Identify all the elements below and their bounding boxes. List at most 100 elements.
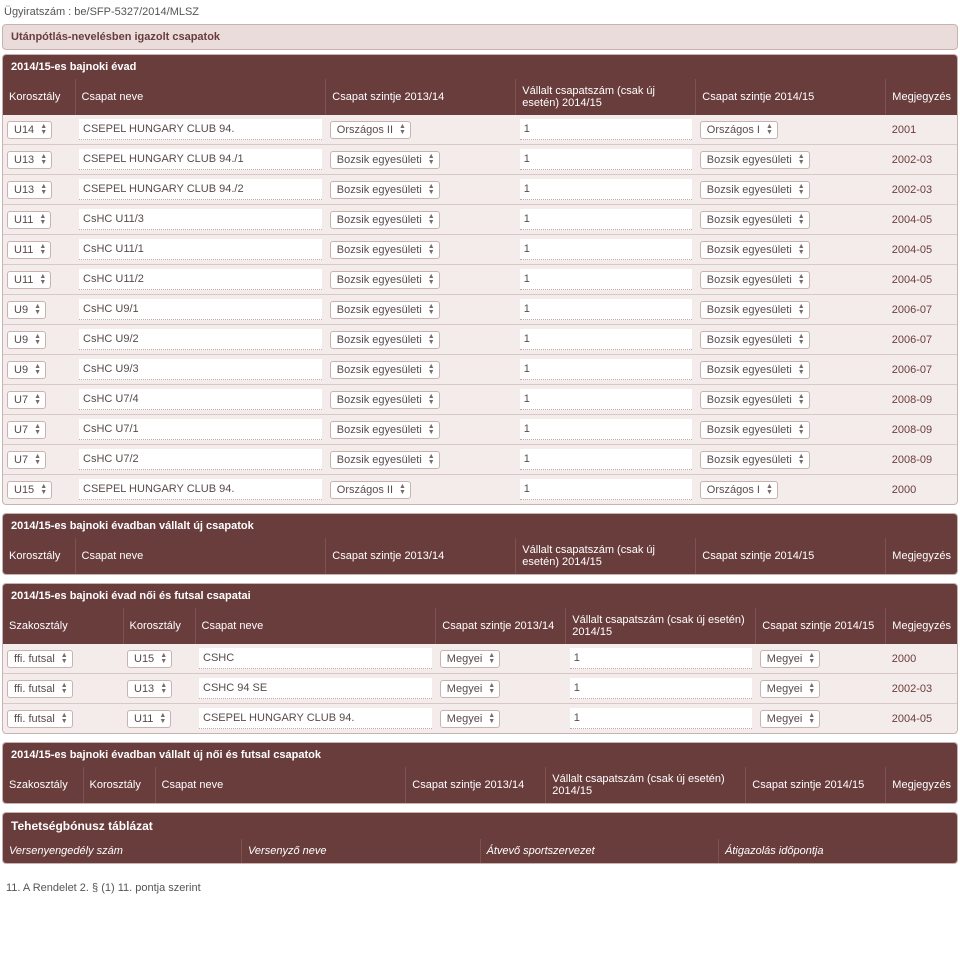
szintje-2014-stepper[interactable]: Országos I▲▼ <box>700 121 778 139</box>
szintje-2013-value: Országos II <box>335 484 397 496</box>
szintje-2013-stepper[interactable]: Bozsik egyesületi▲▼ <box>330 241 440 259</box>
vallalt-input[interactable]: 1 <box>570 648 752 669</box>
szintje-2013-stepper[interactable]: Bozsik egyesületi▲▼ <box>330 391 440 409</box>
csapat-neve-input[interactable]: CSEPEL HUNGARY CLUB 94. <box>79 119 322 140</box>
szintje-2014-stepper[interactable]: Bozsik egyesületi▲▼ <box>700 361 810 379</box>
korosztaly-stepper[interactable]: U13▲▼ <box>7 151 52 169</box>
szintje-2014-stepper[interactable]: Bozsik egyesületi▲▼ <box>700 181 810 199</box>
szintje-2014-stepper[interactable]: Bozsik egyesületi▲▼ <box>700 271 810 289</box>
vallalt-input[interactable]: 1 <box>520 359 692 380</box>
stepper-arrows-icon: ▲▼ <box>798 214 805 226</box>
vallalt-input[interactable]: 1 <box>520 299 692 320</box>
vallalt-input[interactable]: 1 <box>520 389 692 410</box>
csapat-neve-input[interactable]: CSEPEL HUNGARY CLUB 94./2 <box>79 179 322 200</box>
vallalt-input[interactable]: 1 <box>570 678 752 699</box>
csapat-neve-input[interactable]: CsHC U7/2 <box>79 449 322 470</box>
szintje-2013-stepper[interactable]: Megyei▲▼ <box>440 710 500 728</box>
table-row: U7▲▼ CsHC U7/4 Bozsik egyesületi▲▼ 1 Bozsik … <box>3 385 957 415</box>
korosztaly-stepper[interactable]: U11▲▼ <box>7 241 51 259</box>
szintje-2014-stepper[interactable]: Bozsik egyesületi▲▼ <box>700 421 810 439</box>
korosztaly-stepper[interactable]: U11▲▼ <box>7 211 51 229</box>
szintje-2013-stepper[interactable]: Bozsik egyesületi▲▼ <box>330 361 440 379</box>
korosztaly-stepper[interactable]: U13▲▼ <box>7 181 52 199</box>
korosztaly-stepper[interactable]: U7▲▼ <box>7 391 46 409</box>
csapat-neve-input[interactable]: CsHC U9/1 <box>79 299 322 320</box>
csapat-neve-input[interactable]: CSEPEL HUNGARY CLUB 94. <box>79 479 322 500</box>
szintje-2014-stepper[interactable]: Bozsik egyesületi▲▼ <box>700 331 810 349</box>
csapat-neve-input[interactable]: CsHC U11/1 <box>79 239 322 260</box>
vallalt-input[interactable]: 1 <box>520 449 692 470</box>
korosztaly-stepper[interactable]: U11▲▼ <box>7 271 51 289</box>
stepper-arrows-icon: ▲▼ <box>428 424 435 436</box>
vallalt-input[interactable]: 1 <box>520 209 692 230</box>
korosztaly-stepper[interactable]: U11▲▼ <box>127 710 171 728</box>
szintje-2014-stepper[interactable]: Bozsik egyesületi▲▼ <box>700 241 810 259</box>
szintje-2013-stepper[interactable]: Megyei▲▼ <box>440 680 500 698</box>
szintje-2014-stepper[interactable]: Bozsik egyesületi▲▼ <box>700 211 810 229</box>
vallalt-input[interactable]: 1 <box>520 269 692 290</box>
vallalt-input[interactable]: 1 <box>520 119 692 140</box>
szintje-2013-stepper[interactable]: Bozsik egyesületi▲▼ <box>330 151 440 169</box>
stepper-arrows-icon: ▲▼ <box>428 304 435 316</box>
csapat-neve-input[interactable]: CSEPEL HUNGARY CLUB 94./1 <box>79 149 322 170</box>
szakosztaly-stepper[interactable]: ffi. futsal▲▼ <box>7 710 73 728</box>
vallalt-input[interactable]: 1 <box>520 479 692 500</box>
korosztaly-stepper[interactable]: U7▲▼ <box>7 421 46 439</box>
korosztaly-stepper[interactable]: U14▲▼ <box>7 121 52 139</box>
korosztaly-stepper[interactable]: U15▲▼ <box>127 650 172 668</box>
csapat-neve-input[interactable]: CsHC U7/4 <box>79 389 322 410</box>
szintje-2013-stepper[interactable]: Megyei▲▼ <box>440 650 500 668</box>
szintje-2014-stepper[interactable]: Megyei▲▼ <box>760 680 820 698</box>
szintje-2013-stepper[interactable]: Bozsik egyesületi▲▼ <box>330 271 440 289</box>
szintje-2013-stepper[interactable]: Bozsik egyesületi▲▼ <box>330 451 440 469</box>
vallalt-input[interactable]: 1 <box>520 239 692 260</box>
szintje-2013-stepper[interactable]: Bozsik egyesületi▲▼ <box>330 331 440 349</box>
szintje-2014-stepper[interactable]: Megyei▲▼ <box>760 710 820 728</box>
korosztaly-stepper[interactable]: U9▲▼ <box>7 331 46 349</box>
korosztaly-stepper[interactable]: U7▲▼ <box>7 451 46 469</box>
stepper-arrows-icon: ▲▼ <box>34 424 41 436</box>
doc-id: Ügyiratszám : be/SFP-5327/2014/MLSZ <box>0 0 960 20</box>
szintje-2013-stepper[interactable]: Bozsik egyesületi▲▼ <box>330 421 440 439</box>
korosztaly-stepper[interactable]: U15▲▼ <box>7 481 52 499</box>
korosztaly-stepper[interactable]: U9▲▼ <box>7 361 46 379</box>
szakosztaly-stepper[interactable]: ffi. futsal▲▼ <box>7 650 73 668</box>
csapat-neve-input[interactable]: CsHC U9/3 <box>79 359 322 380</box>
korosztaly-stepper[interactable]: U9▲▼ <box>7 301 46 319</box>
szintje-2014-stepper[interactable]: Bozsik egyesületi▲▼ <box>700 451 810 469</box>
korosztaly-value: U11 <box>132 713 157 725</box>
szintje-2013-stepper[interactable]: Bozsik egyesületi▲▼ <box>330 181 440 199</box>
vallalt-input[interactable]: 1 <box>520 149 692 170</box>
stepper-arrows-icon: ▲▼ <box>428 274 435 286</box>
szintje-2013-stepper[interactable]: Bozsik egyesületi▲▼ <box>330 211 440 229</box>
korosztaly-value: U7 <box>12 394 32 406</box>
korosztaly-stepper[interactable]: U13▲▼ <box>127 680 172 698</box>
vallalt-input[interactable]: 1 <box>520 419 692 440</box>
szakosztaly-value: ffi. futsal <box>12 683 59 695</box>
stepper-arrows-icon: ▲▼ <box>488 653 495 665</box>
szintje-2014-stepper[interactable]: Bozsik egyesületi▲▼ <box>700 301 810 319</box>
csapat-neve-input[interactable]: CsHC U11/3 <box>79 209 322 230</box>
szintje-2014-stepper[interactable]: Megyei▲▼ <box>760 650 820 668</box>
szintje-2013-stepper[interactable]: Bozsik egyesületi▲▼ <box>330 301 440 319</box>
csapat-neve-input[interactable]: CSHC 94 SE <box>199 678 432 699</box>
csapat-neve-input[interactable]: CsHC U7/1 <box>79 419 322 440</box>
vallalt-input[interactable]: 1 <box>570 708 752 729</box>
table-row: U11▲▼ CsHC U11/2 Bozsik egyesületi▲▼ 1 Bozsi… <box>3 265 957 295</box>
szakosztaly-stepper[interactable]: ffi. futsal▲▼ <box>7 680 73 698</box>
szintje-2014-stepper[interactable]: Bozsik egyesületi▲▼ <box>700 151 810 169</box>
col-szintje-2014: Csapat szintje 2014/15 <box>756 608 886 644</box>
csapat-neve-input[interactable]: CSEPEL HUNGARY CLUB 94. <box>199 708 432 729</box>
vallalt-input[interactable]: 1 <box>520 329 692 350</box>
szakosztaly-value: ffi. futsal <box>12 653 59 665</box>
vallalt-input[interactable]: 1 <box>520 179 692 200</box>
csapat-neve-input[interactable]: CsHC U9/2 <box>79 329 322 350</box>
szintje-2014-stepper[interactable]: Bozsik egyesületi▲▼ <box>700 391 810 409</box>
szintje-2014-stepper[interactable]: Országos I▲▼ <box>700 481 778 499</box>
csapat-neve-input[interactable]: CSHC <box>199 648 432 669</box>
stepper-arrows-icon: ▲▼ <box>808 683 815 695</box>
csapat-neve-input[interactable]: CsHC U11/2 <box>79 269 322 290</box>
szintje-2013-stepper[interactable]: Országos II▲▼ <box>330 121 411 139</box>
table-row: U9▲▼ CsHC U9/2 Bozsik egyesületi▲▼ 1 Bozsik … <box>3 325 957 355</box>
szintje-2013-stepper[interactable]: Országos II▲▼ <box>330 481 411 499</box>
